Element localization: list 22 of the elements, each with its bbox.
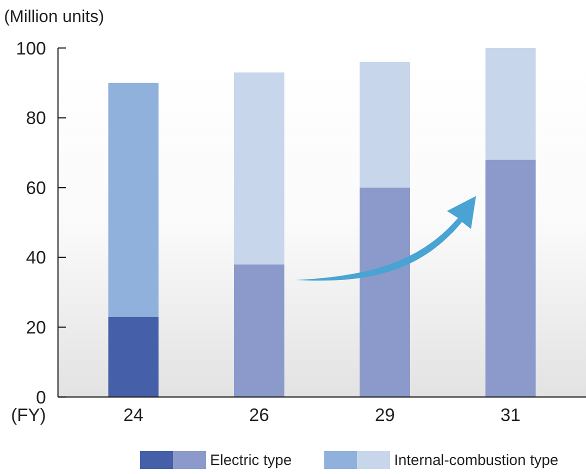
legend-label: Electric type (210, 452, 292, 469)
legend-label: Internal-combustion type (394, 452, 558, 469)
x-axis-title: (FY) (11, 405, 46, 425)
bar (234, 264, 284, 397)
x-tick-label: 24 (123, 405, 144, 425)
x-tick-label: 31 (500, 405, 521, 425)
bar (360, 188, 410, 397)
x-tick-label: 29 (374, 405, 395, 425)
bar (485, 48, 536, 160)
y-axis-title: (Million units) (4, 7, 104, 26)
x-tick-label: 26 (249, 405, 270, 425)
y-tick-label: 80 (26, 108, 46, 128)
y-tick-label: 100 (16, 38, 46, 58)
y-tick-label: 60 (26, 178, 46, 198)
bar (108, 82, 159, 317)
y-tick-label: 40 (26, 248, 46, 268)
bar (234, 72, 284, 264)
bar (108, 316, 159, 397)
bar (360, 62, 410, 188)
bar (485, 160, 536, 397)
y-tick-label: 20 (26, 318, 46, 338)
y-tick-label: 0 (36, 387, 46, 408)
